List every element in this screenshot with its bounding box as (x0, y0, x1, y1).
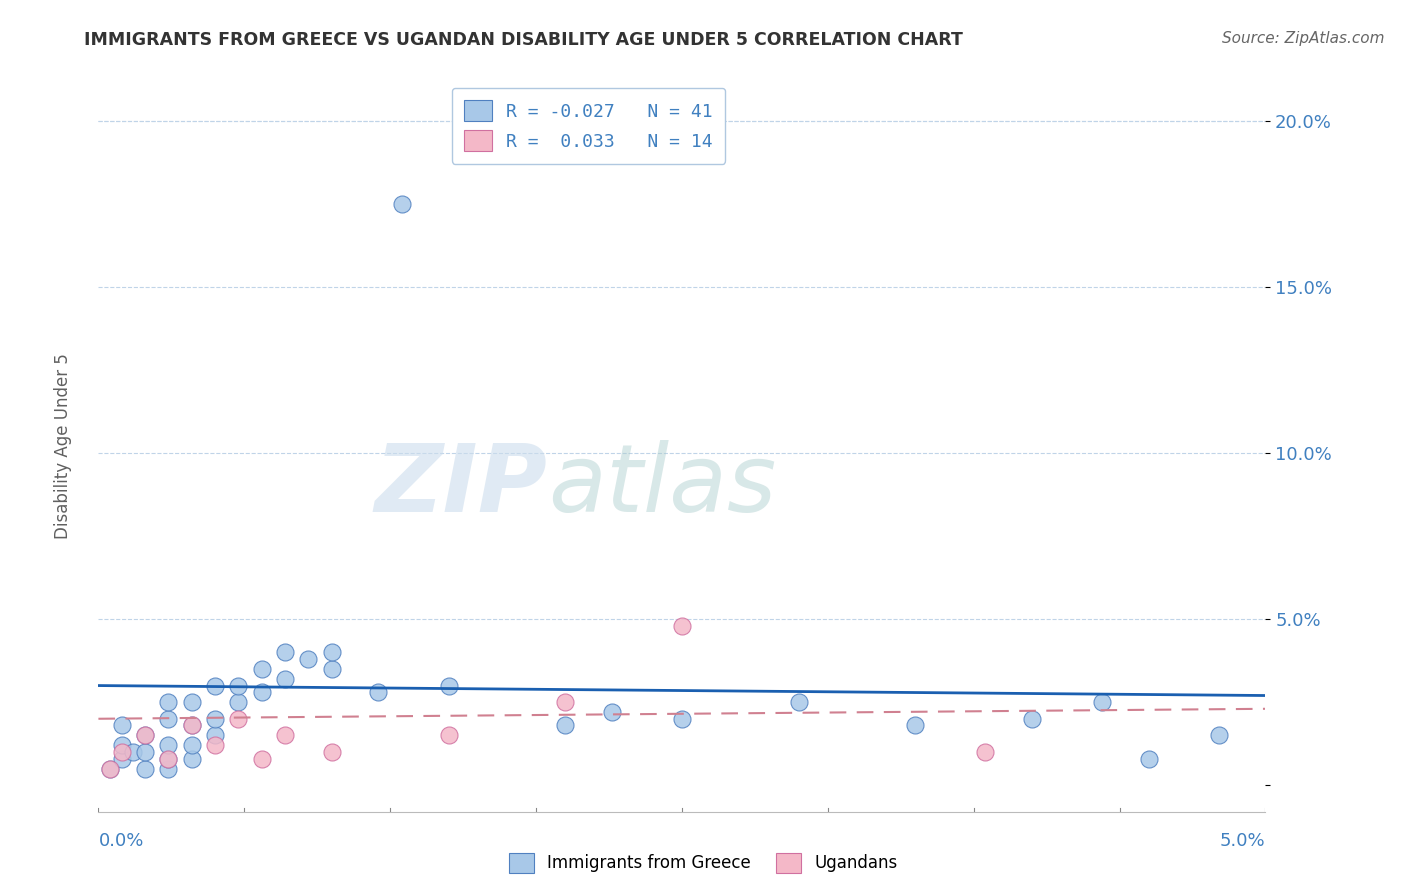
Text: 0.0%: 0.0% (98, 831, 143, 850)
Point (204, 728, 226, 742)
Point (250, 751, 273, 765)
Point (391, 197, 413, 211)
Point (274, 645, 297, 659)
Point (1021, 712, 1043, 726)
Point (671, 712, 693, 726)
Point (321, 745, 343, 759)
Point (437, 728, 460, 742)
Text: Disability Age Under 5: Disability Age Under 5 (55, 353, 72, 539)
Point (974, 745, 997, 759)
Point (180, 751, 202, 765)
Point (111, 751, 134, 765)
Legend: R = -0.027   N = 41, R =  0.033   N = 14: R = -0.027 N = 41, R = 0.033 N = 14 (451, 87, 725, 164)
Point (134, 745, 156, 759)
Point (180, 718, 202, 732)
Point (554, 695, 576, 709)
Point (437, 679, 460, 693)
Point (157, 751, 180, 765)
Point (204, 712, 226, 726)
Point (671, 619, 693, 633)
Point (228, 712, 250, 726)
Point (250, 662, 273, 676)
Point (180, 695, 202, 709)
Point (321, 662, 343, 676)
Point (204, 739, 226, 753)
Point (274, 672, 297, 686)
Point (180, 718, 202, 732)
Text: IMMIGRANTS FROM GREECE VS UGANDAN DISABILITY AGE UNDER 5 CORRELATION CHART: IMMIGRANTS FROM GREECE VS UGANDAN DISABI… (84, 31, 963, 49)
Point (1208, 728, 1230, 742)
Point (904, 718, 927, 732)
Point (1137, 751, 1160, 765)
Point (157, 739, 180, 753)
Point (204, 679, 226, 693)
Point (134, 728, 156, 742)
Point (157, 695, 180, 709)
Point (228, 695, 250, 709)
Text: Source: ZipAtlas.com: Source: ZipAtlas.com (1222, 31, 1385, 46)
Point (228, 679, 250, 693)
Point (111, 718, 134, 732)
Text: 5.0%: 5.0% (1220, 831, 1265, 850)
Point (98, 762, 121, 776)
Point (134, 762, 156, 776)
Point (111, 739, 134, 753)
Point (297, 652, 319, 666)
Point (250, 685, 273, 699)
Point (180, 739, 202, 753)
Point (157, 751, 180, 765)
Legend: Immigrants from Greece, Ugandans: Immigrants from Greece, Ugandans (502, 847, 904, 880)
Point (321, 645, 343, 659)
Point (1091, 695, 1114, 709)
Point (98, 762, 121, 776)
Point (134, 728, 156, 742)
Point (157, 712, 180, 726)
Point (367, 685, 389, 699)
Point (157, 762, 180, 776)
Text: atlas: atlas (548, 441, 776, 532)
Point (787, 695, 810, 709)
Point (122, 745, 145, 759)
Point (600, 705, 623, 719)
Point (554, 718, 576, 732)
Point (274, 728, 297, 742)
Text: ZIP: ZIP (375, 440, 548, 532)
Point (111, 745, 134, 759)
